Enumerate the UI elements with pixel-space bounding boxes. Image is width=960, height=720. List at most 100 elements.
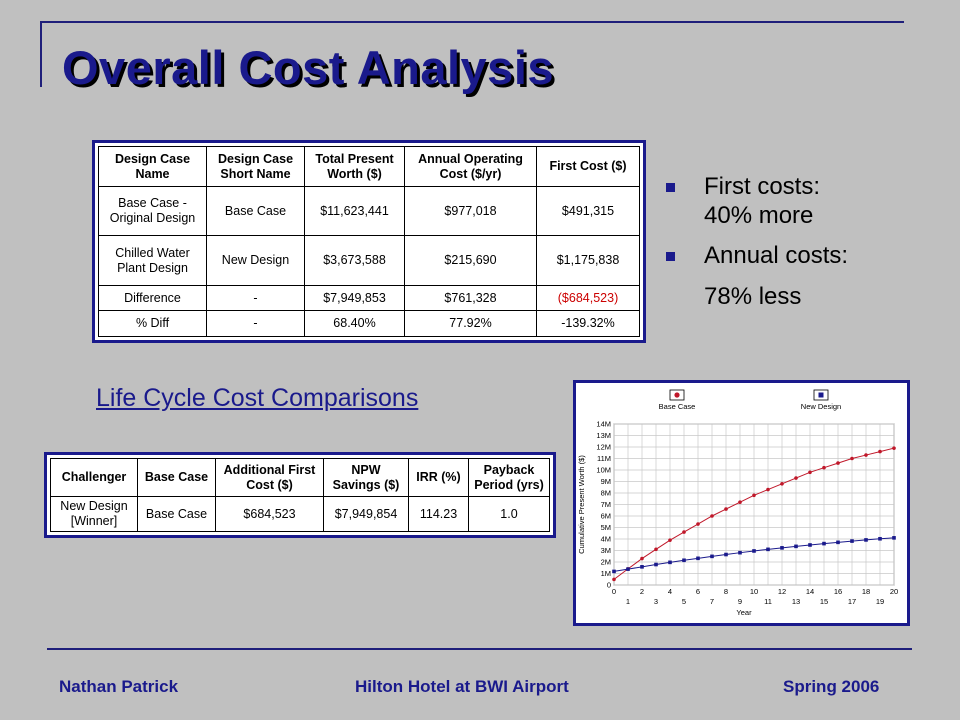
data-point xyxy=(822,465,826,470)
x-tick-label: 0 xyxy=(612,587,616,596)
table-row: % Diff - 68.40% 77.92% -139.32% xyxy=(98,310,640,337)
table-cell: $761,328 xyxy=(404,284,537,312)
data-point xyxy=(724,507,728,511)
data-point xyxy=(710,514,714,518)
data-point xyxy=(682,558,686,563)
data-point xyxy=(626,567,630,571)
bullet-square-icon xyxy=(666,252,675,261)
table-cell: New Design [Winner] xyxy=(50,496,138,532)
data-point xyxy=(640,565,644,569)
life-cycle-cost-link[interactable]: Life Cycle Cost Comparisons xyxy=(96,384,419,412)
bullet-first-costs: First costs: 40% more xyxy=(666,172,848,230)
data-point xyxy=(696,522,700,526)
y-tick-label: 11M xyxy=(597,454,611,463)
table-cell-negative: ($684,523) xyxy=(536,284,640,312)
challenger-table-frame: Challenger Base Case Additional First Co… xyxy=(44,452,556,538)
y-axis-label: Cumulative Present Worth ($) xyxy=(577,455,586,554)
left-rule xyxy=(40,21,42,87)
data-point xyxy=(654,547,658,552)
footer-date: Spring 2006 xyxy=(783,677,880,696)
table-cell: $3,673,588 xyxy=(304,235,405,286)
data-point xyxy=(780,482,784,486)
y-tick-label: 6M xyxy=(601,512,611,521)
table-cell: New Design xyxy=(206,235,305,286)
header-cell: Additional First Cost ($) xyxy=(215,458,324,497)
header-cell: Annual Operating Cost ($/yr) xyxy=(404,146,537,187)
data-point xyxy=(836,461,840,465)
legend-marker-square xyxy=(818,392,824,398)
x-tick-label: 2 xyxy=(640,587,644,596)
x-axis-label: Year xyxy=(736,608,752,617)
x-tick-label: 20 xyxy=(890,587,898,596)
y-tick-label: 3M xyxy=(601,546,611,555)
table-row: Difference - $7,949,853 $761,328 ($684,5… xyxy=(98,284,640,312)
data-point xyxy=(724,552,728,557)
bullet-list: First costs: 40% more Annual costs: 78% … xyxy=(666,172,848,311)
y-tick-label: 8M xyxy=(601,489,611,498)
table-cell: $7,949,853 xyxy=(304,284,405,312)
bullet-text: 78% less xyxy=(704,283,802,310)
data-point xyxy=(710,554,714,559)
data-point xyxy=(654,562,658,567)
table-cell: $684,523 xyxy=(215,496,324,532)
data-point xyxy=(668,560,672,565)
table-cell: 114.23 xyxy=(408,496,469,532)
top-rule xyxy=(42,21,904,23)
table-cell: Base Case - Original Design xyxy=(98,185,207,237)
data-point xyxy=(878,449,882,454)
data-point xyxy=(864,538,868,542)
table-cell: $977,018 xyxy=(404,185,537,237)
header-cell: NPW Savings ($) xyxy=(323,458,409,497)
table-row: New Design [Winner] Base Case $684,523 $… xyxy=(50,496,550,532)
x-tick-label: 11 xyxy=(764,597,772,606)
x-tick-label: 14 xyxy=(806,587,814,596)
table-row: Base Case - Original Design Base Case $1… xyxy=(98,185,640,237)
table-cell: $7,949,854 xyxy=(323,496,409,532)
data-point xyxy=(794,476,798,480)
bullet-annual-costs: Annual costs: 78% less xyxy=(666,241,848,311)
header-cell: IRR (%) xyxy=(408,458,469,497)
legend-marker-circle xyxy=(674,392,680,398)
table-cell: Difference xyxy=(98,284,207,312)
data-point xyxy=(640,556,644,561)
challenger-table: Challenger Base Case Additional First Co… xyxy=(50,458,550,532)
x-tick-label: 10 xyxy=(750,587,758,596)
x-tick-label: 19 xyxy=(876,597,884,606)
x-tick-label: 12 xyxy=(778,587,786,596)
header-cell: Design Case Name xyxy=(98,146,207,187)
data-point xyxy=(864,453,868,457)
bullet-text: First costs: xyxy=(704,173,821,200)
legend-label: Base Case xyxy=(659,402,696,411)
header-cell: Design Case Short Name xyxy=(206,146,305,187)
data-point xyxy=(738,500,742,504)
x-tick-label: 17 xyxy=(848,597,856,606)
data-point xyxy=(878,536,882,541)
header-cell: First Cost ($) xyxy=(536,146,640,187)
data-point xyxy=(822,541,826,546)
x-tick-label: 9 xyxy=(738,597,742,606)
y-tick-label: 13M xyxy=(596,431,611,440)
data-point xyxy=(752,549,756,553)
footer-project: Hilton Hotel at BWI Airport xyxy=(355,677,569,696)
x-tick-label: 13 xyxy=(792,597,800,606)
cost-comparison-chart: 0 1M 2M 3M 4M 5M 6M 7M 8M 9M 10M 11M 12M 13M 14M 0 2 4 6 8 1… xyxy=(573,380,910,626)
cost-table-header-row: Design Case Name Design Case Short Name … xyxy=(98,146,640,187)
table-cell: $11,623,441 xyxy=(304,185,405,237)
data-point xyxy=(738,550,742,555)
table-cell: % Diff xyxy=(98,310,207,337)
table-cell: - xyxy=(206,310,305,337)
header-cell: Challenger xyxy=(50,458,138,497)
table-cell: Base Case xyxy=(206,185,305,237)
data-point xyxy=(780,546,784,550)
header-cell: Payback Period (yrs) xyxy=(468,458,550,497)
data-point xyxy=(612,577,616,582)
x-tick-label: 3 xyxy=(654,597,658,606)
challenger-table-header-row: Challenger Base Case Additional First Co… xyxy=(50,458,550,497)
data-point xyxy=(682,530,686,534)
x-tick-label: 5 xyxy=(682,597,686,606)
cost-table: Design Case Name Design Case Short Name … xyxy=(98,146,640,337)
table-cell: -139.32% xyxy=(536,310,640,337)
y-tick-label: 4M xyxy=(601,535,611,544)
table-cell: 68.40% xyxy=(304,310,405,337)
